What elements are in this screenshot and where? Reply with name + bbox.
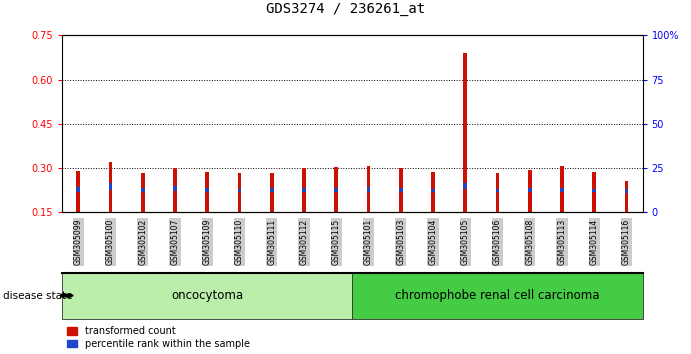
Bar xyxy=(464,183,467,189)
Text: GDS3274 / 236261_at: GDS3274 / 236261_at xyxy=(266,2,425,16)
Bar xyxy=(431,172,435,212)
Bar xyxy=(625,189,628,193)
Bar xyxy=(302,188,306,192)
Bar xyxy=(141,188,144,192)
Bar xyxy=(367,166,370,212)
Bar xyxy=(399,168,403,212)
Bar xyxy=(270,173,274,212)
Bar xyxy=(560,188,564,192)
Bar xyxy=(399,188,403,192)
Legend: transformed count, percentile rank within the sample: transformed count, percentile rank withi… xyxy=(67,326,249,349)
Bar xyxy=(528,170,531,212)
Bar xyxy=(141,172,144,212)
Bar xyxy=(238,189,241,192)
Text: chromophobe renal cell carcinoma: chromophobe renal cell carcinoma xyxy=(395,289,600,302)
Bar xyxy=(464,53,467,212)
Bar xyxy=(334,167,338,212)
Bar xyxy=(77,187,80,192)
Bar xyxy=(367,187,370,192)
Bar xyxy=(205,188,209,192)
Bar xyxy=(205,172,209,212)
Bar xyxy=(495,189,500,192)
Bar xyxy=(173,186,177,191)
Bar xyxy=(334,188,338,192)
Text: oncocytoma: oncocytoma xyxy=(171,289,243,302)
Bar xyxy=(77,171,80,212)
Bar xyxy=(528,188,531,192)
Text: disease state: disease state xyxy=(3,291,73,301)
Bar xyxy=(108,162,113,212)
Bar xyxy=(431,189,435,192)
Bar xyxy=(108,183,113,190)
Bar xyxy=(270,188,274,192)
Bar xyxy=(592,189,596,192)
Bar xyxy=(238,173,241,212)
Bar xyxy=(302,168,306,212)
Bar xyxy=(173,168,177,212)
Bar xyxy=(560,166,564,212)
Bar xyxy=(625,181,628,212)
Bar xyxy=(592,172,596,212)
Bar xyxy=(495,173,500,212)
